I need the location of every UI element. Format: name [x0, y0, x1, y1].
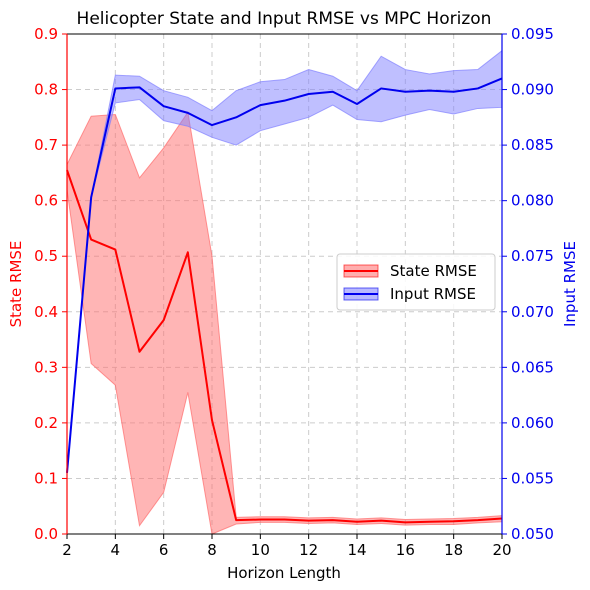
x-axis-label: Horizon Length — [227, 564, 341, 582]
tick-labels: 2 4 6 8 10 12 14 16 18 20 0.0 0.1 0.2 0.3 0.4 0.5 0.6 0.7… — [34, 25, 554, 559]
axes — [66, 33, 503, 535]
y-right-tick-label: 0.065 — [511, 358, 554, 376]
y-right-tick-label: 0.050 — [511, 525, 554, 543]
y-left-tick-label: 0.5 — [34, 247, 58, 265]
series-line-state — [66, 169, 503, 524]
y-right-tick-label: 0.055 — [511, 469, 554, 487]
series-lines — [66, 77, 503, 524]
y-left-tick-label: 0.1 — [34, 469, 58, 487]
legend-entry-state: State RMSE — [343, 262, 477, 280]
y-left-tick-label: 0.4 — [34, 303, 58, 321]
x-tick-label: 8 — [207, 541, 217, 559]
y-right-tick-label: 0.070 — [511, 303, 554, 321]
y-left-tick-label: 0.2 — [34, 414, 58, 432]
y-axis-label-left: State RMSE — [7, 241, 25, 328]
legend-label-input: Input RMSE — [390, 285, 476, 303]
x-tick-label: 10 — [251, 541, 270, 559]
y-left-tick-label: 0.7 — [34, 136, 58, 154]
y-right-tick-label: 0.075 — [511, 247, 554, 265]
y-left-tick-label: 0.9 — [34, 25, 58, 43]
y-left-tick-label: 0.3 — [34, 358, 58, 376]
legend: State RMSE Input RMSE — [336, 253, 496, 311]
y-axis-label-right: Input RMSE — [561, 241, 579, 327]
y-right-tick-label: 0.085 — [511, 136, 554, 154]
x-tick-label: 4 — [111, 541, 121, 559]
y-left-tick-label: 0.6 — [34, 192, 58, 210]
y-right-tick-label: 0.090 — [511, 81, 554, 99]
series-line-input — [66, 77, 503, 473]
x-tick-label: 14 — [347, 541, 366, 559]
y-left-tick-label: 0.0 — [34, 525, 58, 543]
x-tick-label: 6 — [159, 541, 169, 559]
x-tick-label: 16 — [396, 541, 415, 559]
y-right-tick-label: 0.060 — [511, 414, 554, 432]
x-tick-label: 12 — [299, 541, 318, 559]
legend-entry-input: Input RMSE — [343, 285, 476, 303]
y-left-tick-label: 0.8 — [34, 81, 58, 99]
x-tick-label: 2 — [62, 541, 72, 559]
x-tick-label: 20 — [492, 541, 511, 559]
x-tick-label: 18 — [444, 541, 463, 559]
y-right-tick-label: 0.080 — [511, 192, 554, 210]
legend-label-state: State RMSE — [390, 262, 477, 280]
y-right-tick-label: 0.095 — [511, 25, 554, 43]
chart-title: Helicopter State and Input RMSE vs MPC H… — [77, 9, 492, 29]
